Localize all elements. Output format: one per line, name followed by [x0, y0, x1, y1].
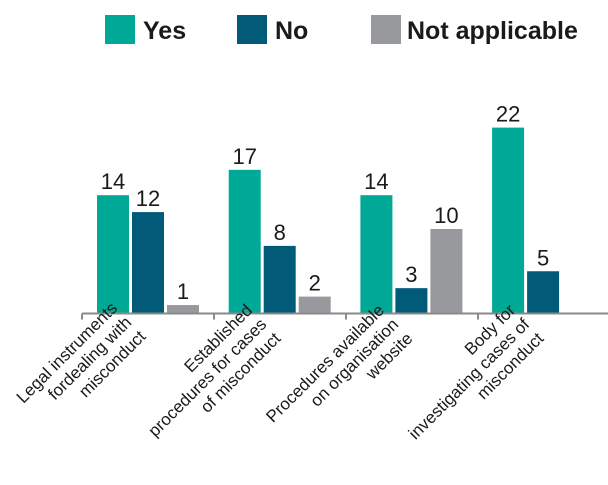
- value-label-no-3: 3: [405, 262, 417, 287]
- bar-no-4: [527, 271, 560, 314]
- bar-not-applicable-2: [298, 296, 331, 314]
- x-axis: [81, 312, 608, 320]
- value-label-yes-2: 17: [232, 144, 256, 169]
- legend-swatch-3: [371, 15, 401, 44]
- legend-swatch-1: [105, 15, 135, 44]
- legend-label-1: Yes: [143, 17, 186, 45]
- legend-swatch-2: [237, 15, 267, 44]
- bar-yes-3: [360, 195, 393, 314]
- bars: [97, 127, 560, 314]
- category-label-line: procedures for cases: [145, 315, 271, 441]
- bar-not-applicable-3: [430, 229, 463, 314]
- bar-no-3: [395, 288, 428, 314]
- legend-label-2: No: [275, 17, 308, 45]
- value-label-not-applicable-1: 1: [177, 279, 189, 304]
- value-label-not-applicable-2: 2: [309, 271, 321, 296]
- value-label-no-2: 8: [274, 220, 286, 245]
- value-label-not-applicable-3: 10: [434, 203, 458, 228]
- bar-yes-1: [97, 195, 129, 314]
- value-label-yes-1: 14: [101, 169, 125, 194]
- bar-yes-2: [228, 169, 261, 314]
- category-label-line: investigating cases of: [405, 315, 534, 444]
- bar-not-applicable-1: [167, 305, 199, 314]
- bar-no-2: [263, 245, 296, 314]
- value-labels: 14 12 1 17 8 2 14 3 10 22 5: [101, 102, 549, 304]
- legend: Yes No Not applicable: [105, 15, 578, 45]
- value-label-no-4: 5: [537, 245, 549, 270]
- value-label-no-1: 12: [136, 186, 160, 211]
- value-label-yes-4: 22: [496, 102, 520, 127]
- value-label-yes-3: 14: [364, 169, 388, 194]
- bar-no-1: [132, 212, 164, 314]
- legend-label-3: Not applicable: [407, 17, 578, 45]
- bar-yes-4: [492, 127, 525, 314]
